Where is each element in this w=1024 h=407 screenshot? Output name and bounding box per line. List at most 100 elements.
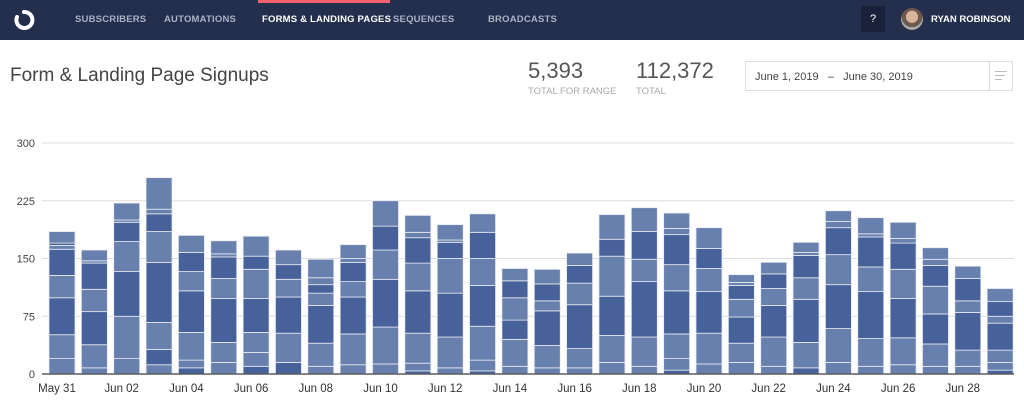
bar-segment-jun-25 (857, 236, 885, 268)
bar-segment-jun-24 (825, 284, 852, 329)
nav-broadcasts[interactable]: BROADCASTS (488, 14, 558, 25)
x-tick-label: Jun 02 (104, 383, 139, 395)
page-title: Form & Landing Page Signups (10, 65, 269, 86)
date-end: June 30, 2019 (843, 71, 913, 83)
convertkit-logo-icon[interactable] (13, 9, 35, 31)
bar-segment-jun-13 (469, 325, 496, 361)
bar-segment-jun-16 (566, 282, 593, 306)
bar-segment-jun-29 (986, 322, 1014, 351)
bar-segment-jun-08 (307, 342, 335, 367)
bar-segment-jun-19 (663, 358, 691, 371)
bar-segment-jun-25 (857, 233, 885, 238)
date-range-text[interactable]: June 1, 2019 – June 30, 2019 (755, 71, 913, 83)
bar-segment-jun-24 (825, 221, 852, 229)
x-tick-label: Jun 22 (751, 383, 786, 395)
nav-forms-landing-pages[interactable]: FORMS & LANDING PAGES (262, 14, 392, 25)
bar-segment-jun-16 (566, 367, 593, 375)
bar-segment-jun-28 (954, 349, 982, 367)
bar-segment-jun-17 (598, 238, 626, 257)
nav-subscribers[interactable]: SUBSCRIBERS (75, 14, 147, 25)
bar-segment-jun-14 (501, 365, 529, 375)
bar-segment-jun-22 (760, 273, 788, 289)
bar-segment-jun-12 (436, 336, 464, 369)
filter-menu-icon[interactable] (995, 71, 1007, 83)
bar-segment-jun-03 (145, 348, 173, 366)
bar-segment-jun-19 (663, 290, 691, 335)
bar-segment-jun-26 (889, 221, 917, 239)
bar-segment-jun-15 (533, 300, 561, 312)
bar-segment-jun-22 (760, 261, 788, 275)
bar-segment-jun-04 (177, 332, 205, 361)
bar-segment-jun-18 (630, 365, 658, 375)
date-range-picker[interactable]: June 1, 2019 – June 30, 2019 (745, 61, 1013, 91)
bar-segment-jun-18 (630, 207, 658, 232)
bar-segment-jun-21 (727, 281, 755, 286)
bar-segment-jun-17 (598, 214, 626, 240)
bar-segment-jun-20 (695, 248, 723, 269)
bar-segment-jun-13 (469, 231, 496, 259)
avatar[interactable] (901, 8, 923, 30)
bar-segment-jun-15 (533, 268, 561, 285)
x-tick-label: Jun 16 (557, 383, 592, 395)
x-tick-label: Jun 18 (622, 383, 657, 395)
bar-segment-jun-09 (339, 296, 367, 335)
bar-segment-jun-12 (436, 241, 464, 259)
bar-segment-jun-15 (533, 310, 561, 346)
bar-segment-jun-10 (372, 363, 399, 375)
top-nav: SUBSCRIBERS AUTOMATIONS FORMS & LANDING … (0, 0, 1024, 40)
bar-segment-jun-07 (275, 278, 302, 298)
bar-segment-jun-06 (242, 352, 270, 367)
bar-segment-jun-07 (275, 249, 302, 266)
bar-segment-jun-18 (630, 281, 658, 338)
bar-segment-jun-24 (825, 210, 852, 222)
nav-sequences[interactable]: SEQUENCES (393, 14, 455, 25)
bar-segment-jun-23 (792, 298, 820, 343)
bar-segment-jun-09 (339, 258, 367, 263)
bar-segment-jun-16 (566, 348, 593, 369)
nav-automations[interactable]: AUTOMATIONS (164, 14, 237, 25)
bar-segment-jun-11 (404, 262, 432, 292)
bar-segment-jun-10 (372, 278, 399, 328)
bar-segment-jun-07 (275, 264, 302, 280)
bar-segment-jun-25 (857, 217, 885, 235)
bar-segment-jun-13 (469, 359, 496, 372)
bar-segment-jun-21 (727, 285, 755, 300)
bar-segment-jun-05 (210, 278, 238, 299)
bar-segment-jun-26 (889, 242, 917, 270)
help-button[interactable]: ? (861, 6, 885, 32)
bar-segment-jun-05 (210, 253, 238, 258)
bar-segment-jun-17 (598, 255, 626, 297)
bar-segment-jun-29 (986, 362, 1014, 371)
bar-segment-jun-07 (275, 296, 302, 334)
bar-segment-jun-06 (242, 298, 270, 333)
bar-segment-jun-28 (954, 265, 982, 279)
bar-segment-jun-16 (566, 304, 593, 349)
bar-segment-jun-22 (760, 365, 788, 375)
bar-segment-jun-12 (436, 367, 464, 375)
bar-segment-jun-06 (242, 332, 270, 353)
bar-segment-jun-10 (372, 200, 399, 227)
bar-segment-jun-01 (80, 344, 108, 369)
user-name[interactable]: RYAN ROBINSON (931, 14, 1011, 25)
bar-segment-jun-06 (242, 255, 270, 270)
x-tick-label: Jun 08 (299, 383, 334, 395)
bar-segment-jun-09 (339, 333, 367, 366)
bar-segment-jun-02 (113, 358, 141, 375)
bar-segment-may-31 (48, 334, 76, 360)
bar-segment-jun-26 (889, 238, 917, 244)
bar-segment-jun-03 (145, 364, 173, 375)
bar-segment-jun-14 (501, 280, 529, 299)
stat-value: 112,372 (636, 58, 714, 83)
bar-segment-may-31 (48, 245, 76, 250)
y-tick-label: 300 (17, 138, 35, 150)
bar-segment-jun-04 (177, 271, 205, 292)
bar-segment-jun-26 (889, 268, 917, 299)
bar-segment-jun-08 (307, 305, 335, 344)
bar-segment-jun-10 (372, 326, 399, 365)
bar-segment-may-31 (48, 358, 76, 375)
bar-segment-jun-25 (857, 266, 885, 293)
bar-segment-jun-17 (598, 362, 626, 375)
bar-segment-jun-14 (501, 319, 529, 340)
bar-segment-jun-08 (307, 292, 335, 306)
